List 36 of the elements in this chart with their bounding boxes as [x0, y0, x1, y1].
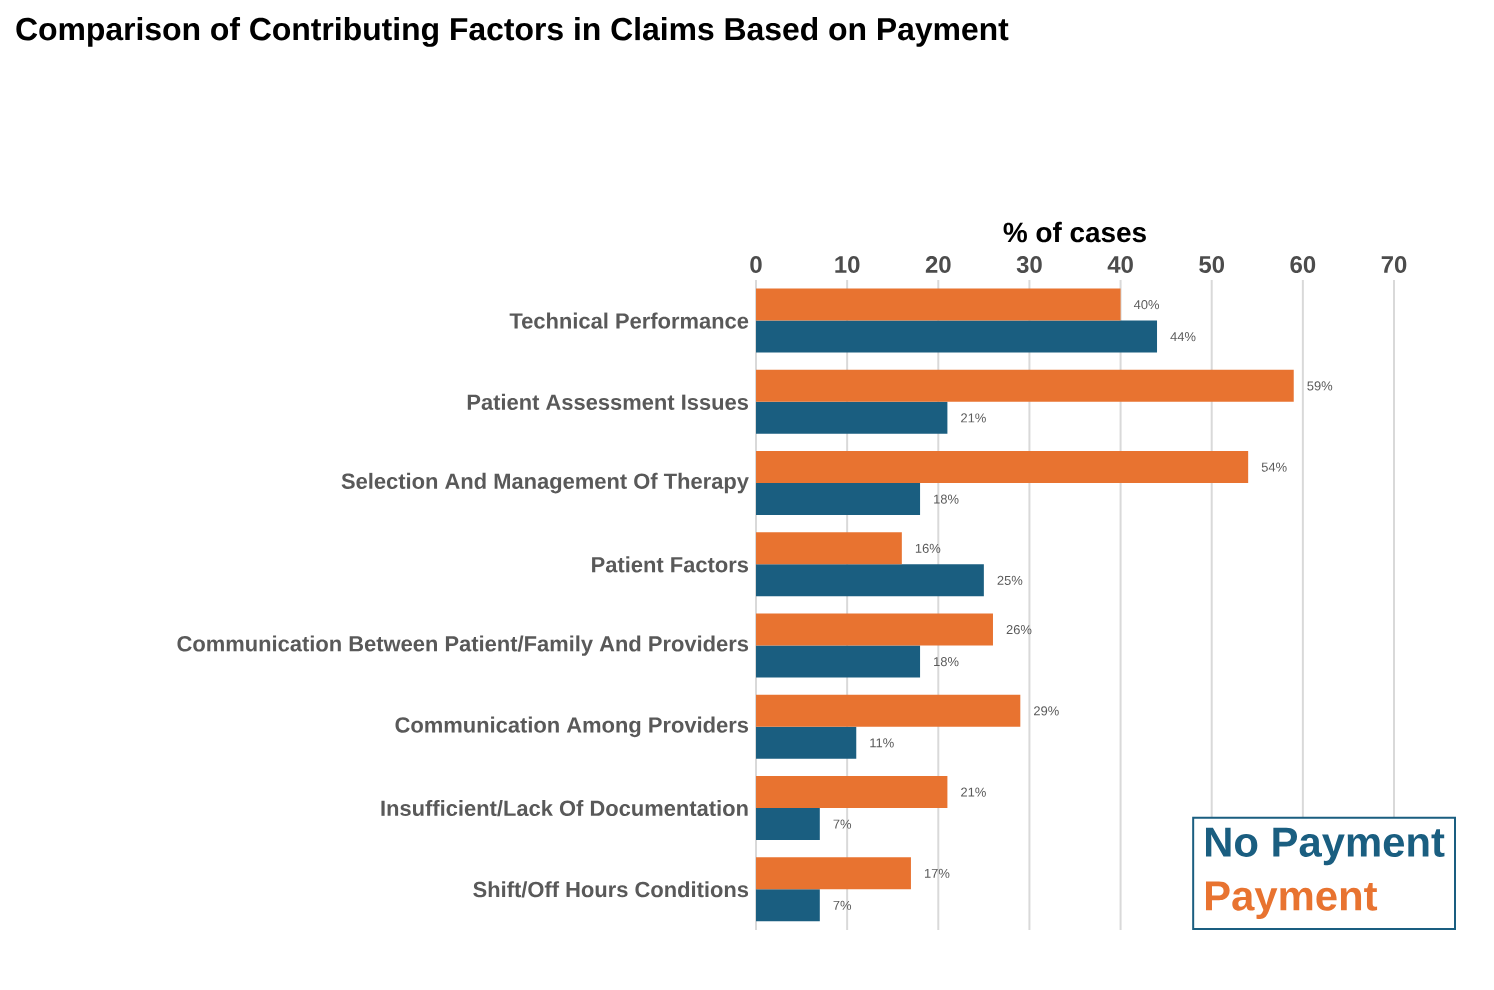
x-tick-label: 0	[750, 256, 762, 273]
x-tick-label: 70	[1381, 256, 1407, 273]
bar	[756, 645, 921, 678]
x-tick-label: 40	[1107, 256, 1133, 273]
y-tick-label: Communication Among Providers	[395, 716, 749, 738]
y-tick-label: Shift/Off Hours Conditions	[473, 881, 749, 898]
y-tick-label: Patient Assessment Issues	[467, 393, 749, 410]
x-tick-label: 10	[835, 256, 860, 273]
x-tick-label: 30	[1016, 256, 1042, 273]
bar	[756, 532, 902, 565]
y-tick-label: Technical Performance	[509, 312, 749, 329]
bar	[756, 857, 911, 890]
chart-title: Comparison of Contributing Factors in Claims Based on Payment	[16, 17, 1009, 47]
bar	[756, 401, 948, 434]
x-tick-label: 50	[1199, 256, 1225, 273]
bar	[756, 694, 1021, 727]
bar	[756, 808, 820, 841]
y-tick-label: Insufficient/Lack Of Documentation	[381, 799, 748, 817]
bar	[756, 564, 984, 597]
x-axis-title: % of cases	[1003, 221, 1146, 243]
bar	[756, 288, 1121, 321]
bar	[756, 451, 1249, 484]
bar	[756, 369, 1294, 402]
bar	[756, 776, 948, 809]
bar	[756, 483, 921, 516]
bar	[756, 726, 857, 759]
y-tick-label: Selection And Management Of Therapy	[341, 472, 749, 494]
y-tick-label: Communication Between Patient/Family And Providers	[177, 635, 749, 656]
bar	[756, 320, 1158, 353]
y-tick-label: Patient Factors	[592, 556, 749, 573]
bar	[756, 613, 993, 646]
x-tick-label: 20	[925, 256, 951, 273]
text: No Payment	[1205, 827, 1445, 866]
x-tick-label: 60	[1290, 256, 1316, 273]
bar	[756, 889, 820, 922]
text: Payment	[1205, 881, 1378, 919]
